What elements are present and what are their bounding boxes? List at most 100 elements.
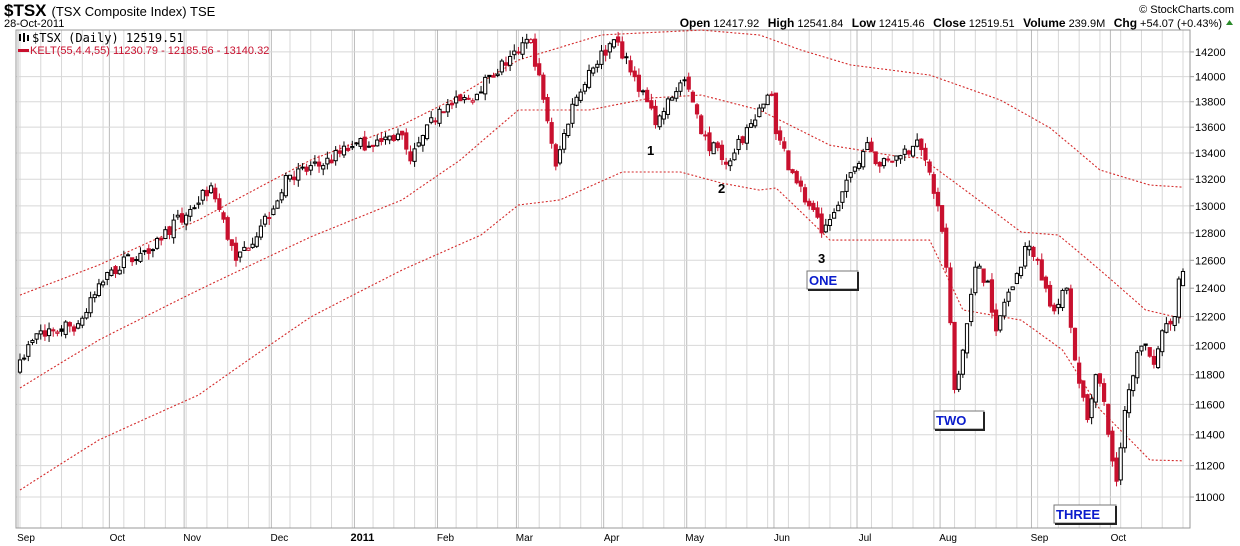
candle-body bbox=[59, 328, 64, 332]
candle bbox=[1155, 345, 1161, 370]
candle bbox=[923, 143, 928, 167]
candle-body bbox=[765, 94, 770, 106]
candle-body bbox=[71, 326, 77, 332]
candle bbox=[782, 137, 787, 152]
candle bbox=[1126, 383, 1132, 418]
candle bbox=[1110, 426, 1115, 467]
candle bbox=[827, 214, 833, 231]
candle-body bbox=[823, 224, 828, 233]
candles bbox=[17, 31, 1186, 487]
candle-body bbox=[1143, 343, 1148, 346]
candle bbox=[960, 348, 965, 378]
candle bbox=[632, 66, 637, 82]
candle-body bbox=[1097, 373, 1103, 384]
y-tick-label: 11200 bbox=[1195, 461, 1225, 473]
candle-body bbox=[499, 60, 504, 73]
candle-body bbox=[221, 212, 226, 220]
candle-body bbox=[163, 229, 168, 240]
candle-body bbox=[200, 189, 205, 201]
kelt-upper-line bbox=[19, 29, 1184, 296]
candle bbox=[748, 119, 754, 128]
candle-body bbox=[703, 134, 708, 137]
candle bbox=[732, 148, 737, 161]
candle-body bbox=[1180, 270, 1186, 287]
candle bbox=[1043, 275, 1049, 293]
candle-body bbox=[981, 268, 986, 283]
candle bbox=[200, 189, 205, 205]
candle-body bbox=[458, 94, 463, 102]
candle-body bbox=[179, 213, 185, 223]
candle bbox=[346, 144, 351, 153]
candle bbox=[262, 213, 268, 228]
candle bbox=[719, 140, 725, 166]
candle-body bbox=[790, 169, 795, 174]
candle bbox=[931, 171, 936, 199]
candle-body bbox=[528, 39, 533, 44]
candle-body bbox=[740, 136, 745, 144]
candle-body bbox=[134, 259, 139, 262]
candle-body bbox=[454, 96, 459, 104]
candle-body bbox=[989, 279, 995, 313]
candle-body bbox=[724, 161, 729, 165]
candle bbox=[969, 288, 974, 327]
candle-body bbox=[898, 155, 903, 160]
y-axis: 11000 11200 11400 11600 11800 12000 12200 12400… bbox=[1190, 47, 1226, 504]
candle-body bbox=[1081, 380, 1086, 398]
candle bbox=[391, 133, 396, 142]
candle-body bbox=[881, 158, 887, 167]
candle bbox=[944, 223, 949, 273]
candle bbox=[350, 140, 355, 150]
candle bbox=[1122, 405, 1127, 453]
candle bbox=[865, 136, 870, 151]
candle-body bbox=[375, 139, 380, 147]
candle bbox=[508, 50, 513, 72]
candle bbox=[22, 354, 27, 361]
candle bbox=[670, 95, 675, 101]
candle-body bbox=[657, 115, 662, 128]
candle bbox=[894, 155, 899, 167]
candle-body bbox=[707, 132, 712, 152]
candle bbox=[300, 163, 305, 171]
candle bbox=[919, 138, 924, 156]
candle-body bbox=[753, 119, 758, 127]
candlestick-icon bbox=[19, 33, 29, 42]
candle-body bbox=[944, 227, 949, 268]
candle bbox=[404, 128, 409, 155]
ohlc-summary: Open 12417.92 High 12541.84 Low 12415.46 Cl… bbox=[680, 14, 1222, 31]
candle-body bbox=[802, 187, 808, 203]
candle-body bbox=[341, 145, 347, 156]
candle-body bbox=[640, 90, 646, 93]
candle bbox=[491, 72, 496, 78]
candle bbox=[1027, 240, 1032, 256]
candle-body bbox=[948, 267, 953, 324]
candle bbox=[802, 183, 808, 205]
candle bbox=[885, 156, 891, 163]
candle bbox=[844, 174, 849, 198]
candle-body bbox=[229, 239, 234, 246]
candle bbox=[437, 107, 442, 127]
candle-body bbox=[1176, 278, 1181, 318]
candle bbox=[466, 94, 471, 101]
candle-body bbox=[566, 123, 571, 137]
candle-body bbox=[985, 280, 990, 283]
candle bbox=[653, 99, 658, 129]
candle bbox=[852, 166, 857, 175]
candle-body bbox=[1122, 409, 1127, 449]
candle bbox=[1068, 284, 1073, 334]
candle-body bbox=[603, 49, 608, 56]
candle-body bbox=[624, 56, 629, 59]
candle bbox=[757, 104, 762, 118]
candle bbox=[275, 199, 280, 209]
x-tick-label: Sep bbox=[1031, 533, 1049, 544]
candle bbox=[1085, 393, 1090, 423]
candle bbox=[686, 72, 691, 92]
candle-body bbox=[404, 132, 409, 150]
candle bbox=[495, 68, 500, 78]
candle-body bbox=[1052, 304, 1057, 312]
candle-body bbox=[159, 237, 164, 241]
candle-body bbox=[844, 179, 849, 192]
candle bbox=[694, 103, 700, 119]
candle bbox=[545, 93, 550, 124]
candle bbox=[977, 263, 982, 269]
candle-body bbox=[275, 200, 280, 209]
